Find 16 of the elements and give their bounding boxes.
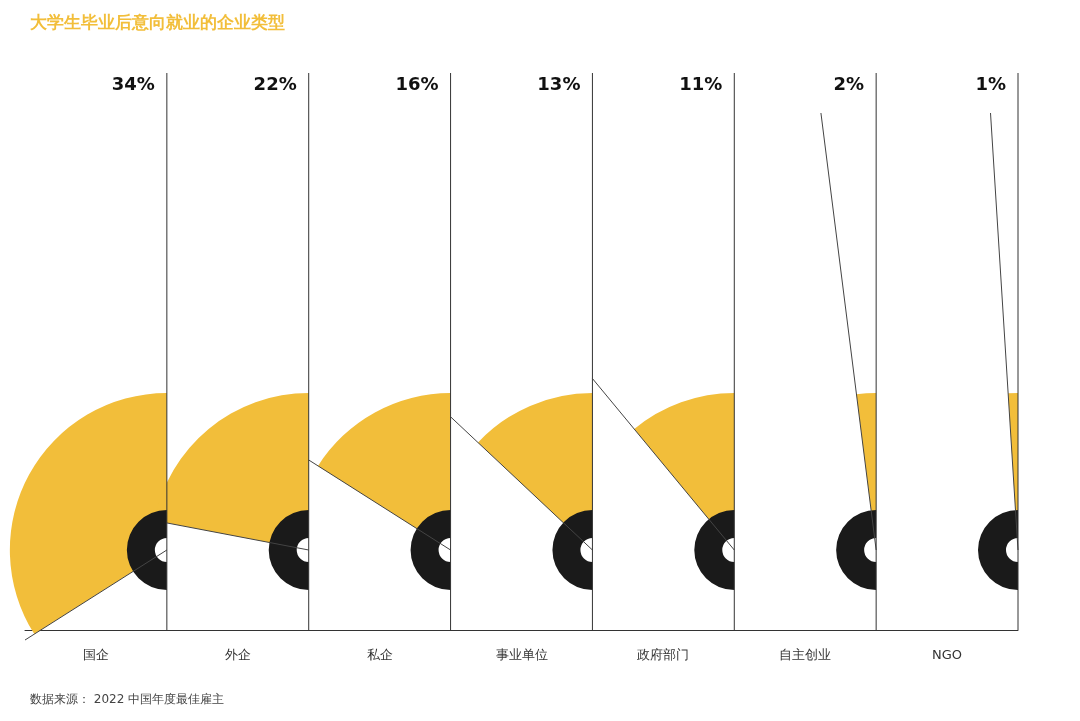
data-label: 16% [395,72,439,94]
data-label: 11% [679,72,723,94]
category-label: NGO [932,647,963,662]
text: 大学生毕业后意向就业的企业类型 [30,11,285,32]
category-label: 自主创业 [779,647,832,662]
data-label: 13% [537,72,581,94]
data-label: 22% [253,72,297,94]
data-label: 34% [111,72,155,94]
category-label: 国企 [82,647,109,662]
data-label: 1% [975,72,1006,94]
category-label: 私企 [366,647,393,662]
category-label: 政府部门 [637,647,690,662]
category-label: 外企 [224,647,251,662]
category-label: 事业单位 [495,647,548,662]
source-note: 数据来源： 2022 中国年度最佳雇主 [30,692,225,706]
data-label: 2% [833,72,865,94]
